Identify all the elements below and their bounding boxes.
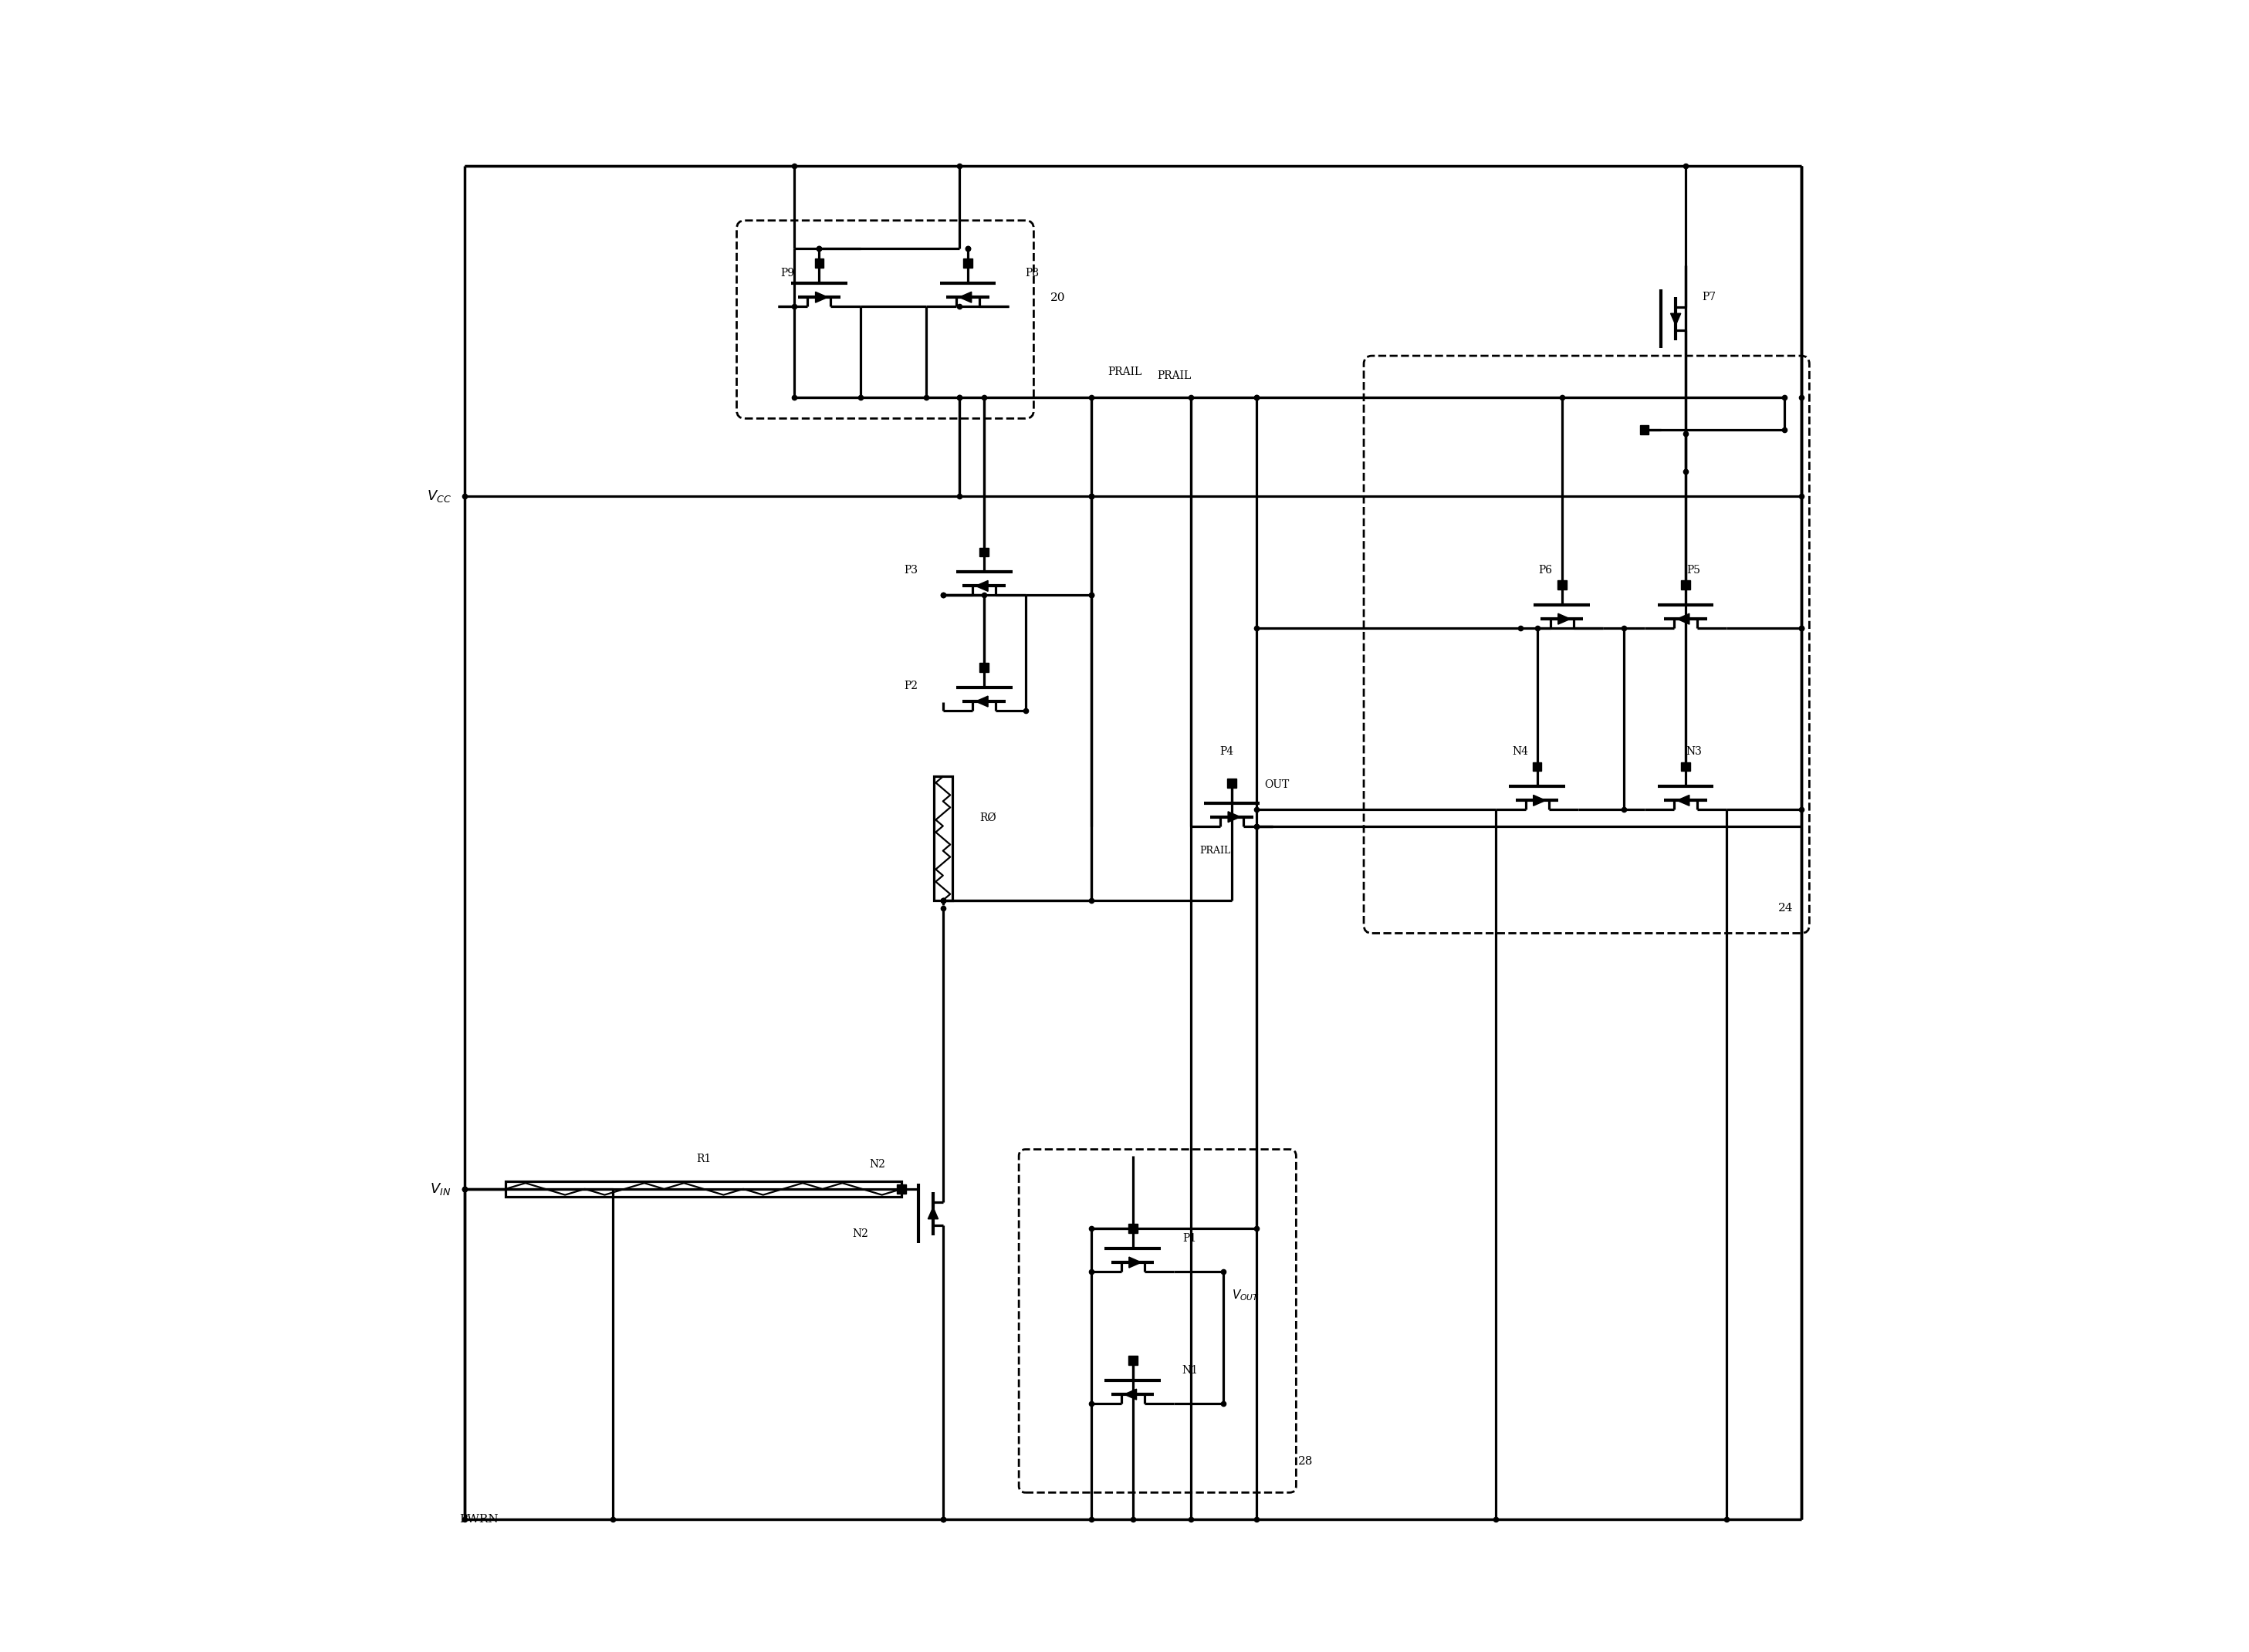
Text: RØ: RØ	[978, 813, 996, 823]
Bar	[1532, 762, 1541, 771]
Polygon shape	[1678, 613, 1689, 624]
Text: PRAIL: PRAIL	[1158, 370, 1192, 382]
Text: OUT: OUT	[1264, 780, 1289, 790]
Bar	[1640, 426, 1649, 434]
Text: P1: P1	[1183, 1232, 1196, 1244]
Polygon shape	[1534, 795, 1545, 806]
Text: P6: P6	[1538, 565, 1552, 575]
Polygon shape	[958, 292, 972, 302]
Polygon shape	[976, 695, 987, 707]
Bar	[1129, 1356, 1138, 1365]
Bar	[1680, 762, 1691, 771]
Bar	[1129, 1224, 1138, 1232]
Polygon shape	[1124, 1389, 1136, 1399]
Text: N3: N3	[1687, 747, 1702, 757]
Bar	[814, 259, 823, 268]
Bar	[1228, 778, 1237, 788]
Text: N1: N1	[1183, 1365, 1199, 1376]
Bar	[933, 776, 951, 900]
Polygon shape	[1228, 811, 1241, 823]
Polygon shape	[1559, 613, 1570, 624]
Polygon shape	[1671, 314, 1680, 325]
Polygon shape	[976, 580, 987, 591]
Bar	[1556, 580, 1565, 590]
Text: P7: P7	[1702, 292, 1716, 302]
Text: N2: N2	[868, 1158, 886, 1170]
Text: P8: P8	[1026, 268, 1039, 279]
Polygon shape	[816, 292, 828, 302]
Bar	[1680, 580, 1691, 590]
Bar	[963, 259, 972, 268]
Bar	[981, 547, 990, 557]
Polygon shape	[1129, 1257, 1140, 1267]
Text: PRAIL: PRAIL	[1109, 367, 1142, 378]
Polygon shape	[1678, 795, 1689, 806]
Text: PWRN: PWRN	[459, 1513, 499, 1525]
Bar	[506, 1181, 902, 1196]
Bar	[981, 662, 990, 672]
Text: $V_{IN}$: $V_{IN}$	[430, 1181, 452, 1196]
Polygon shape	[929, 1208, 938, 1219]
Text: P9: P9	[780, 268, 794, 279]
Text: P5: P5	[1687, 565, 1700, 575]
Text: P4: P4	[1219, 747, 1235, 757]
Text: P3: P3	[904, 565, 918, 575]
Text: N4: N4	[1514, 747, 1529, 757]
Text: P2: P2	[904, 681, 918, 691]
Text: 20: 20	[1050, 292, 1066, 304]
Text: 24: 24	[1777, 904, 1792, 914]
Text: R1: R1	[697, 1153, 711, 1165]
Text: 28: 28	[1298, 1455, 1313, 1467]
Text: $V_{OUT}$: $V_{OUT}$	[1232, 1289, 1259, 1302]
Bar	[897, 1184, 906, 1193]
Text: PRAIL: PRAIL	[1199, 846, 1230, 856]
Text: N2: N2	[852, 1227, 868, 1239]
Text: $V_{CC}$: $V_{CC}$	[427, 489, 452, 504]
